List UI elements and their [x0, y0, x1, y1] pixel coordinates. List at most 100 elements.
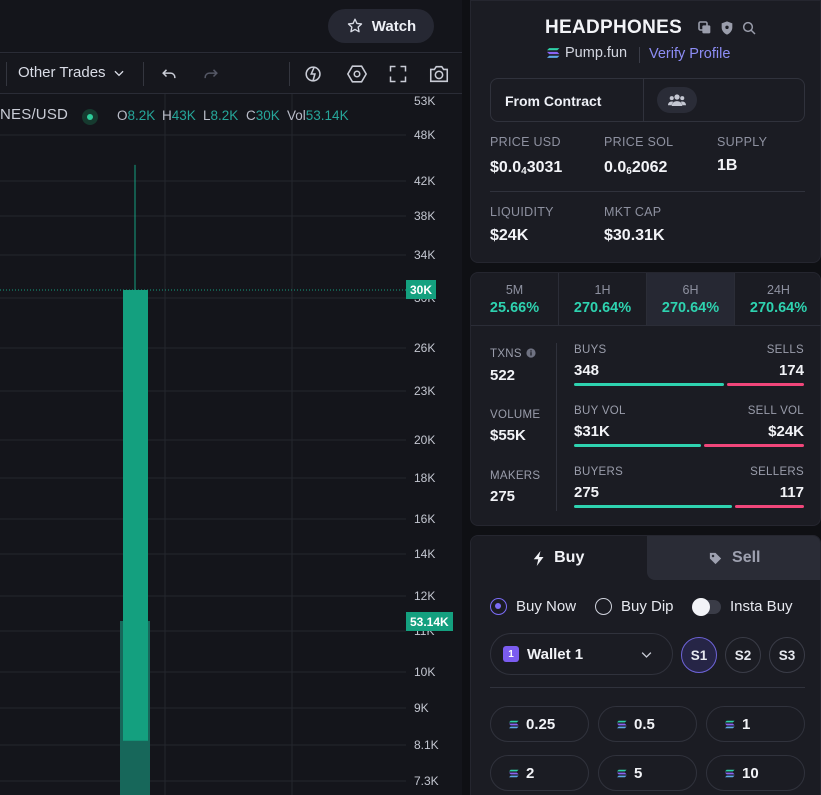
supply-value: 1B — [717, 157, 738, 174]
fullscreen-icon[interactable] — [386, 63, 410, 85]
star-icon — [347, 18, 362, 33]
buyers-bar — [574, 505, 732, 508]
buy-vol-value: $31K — [574, 423, 610, 440]
candle-body[interactable] — [123, 290, 148, 741]
amount-button[interactable]: 10 — [706, 755, 805, 791]
undo-icon[interactable] — [157, 63, 181, 85]
shield-icon[interactable] — [719, 20, 735, 36]
price-sol-value: 0.062062 — [604, 159, 668, 177]
last-price-tag: 30K — [406, 280, 437, 299]
camera-icon[interactable] — [427, 63, 451, 85]
price-tick-label: 10K — [414, 665, 436, 679]
sell-vol-label: SELL VOL — [747, 405, 804, 417]
ohlc-low: L8.2K — [203, 108, 239, 123]
chart-header: Watch — [0, 0, 462, 53]
contract-selector: From Contract — [490, 78, 805, 122]
info-icon[interactable] — [526, 348, 536, 358]
slot-s1-button[interactable]: S1 — [681, 637, 717, 673]
volume-label: VOLUME — [490, 409, 541, 421]
volume-value: $55K — [490, 427, 526, 444]
buy-now-radio[interactable]: Buy Now — [490, 598, 576, 615]
price-tick-label: 18K — [414, 471, 436, 485]
people-icon — [668, 94, 686, 106]
platform-link[interactable]: Pump.fun — [547, 45, 627, 61]
sell-vol-value: $24K — [768, 423, 804, 440]
trade-tabs: Buy Sell — [471, 536, 820, 580]
watch-button[interactable]: Watch — [328, 9, 434, 43]
tab-sell[interactable]: Sell — [646, 536, 820, 580]
solana-icon — [509, 720, 519, 728]
tab-1h[interactable]: 1H 270.64% — [559, 273, 647, 325]
toolbar-divider — [6, 62, 7, 86]
price-tick-label: 12K — [414, 589, 436, 603]
wallet-select[interactable]: 1 Wallet 1 — [490, 633, 673, 675]
token-panel: HEADPHONES Pump.fun Verify Profile From … — [462, 0, 821, 795]
chart-toolbar: Other Trades — [0, 54, 462, 94]
mktcap-label: MKT CAP — [604, 205, 662, 219]
amount-button[interactable]: 2 — [490, 755, 589, 791]
slot-s3-button[interactable]: S3 — [769, 637, 805, 673]
sell-vol-bar — [704, 444, 804, 447]
token-info-card: HEADPHONES Pump.fun Verify Profile From … — [470, 0, 821, 263]
amount-button[interactable]: 0.5 — [598, 706, 697, 742]
txns-value: 522 — [490, 367, 516, 384]
status-dot-icon — [82, 109, 98, 125]
price-tick-label: 53K — [414, 94, 436, 108]
price-sol-label: PRICE SOL — [604, 135, 674, 149]
settings-icon[interactable] — [345, 63, 369, 85]
sells-label: SELLS — [766, 344, 804, 356]
sellers-label: SELLERS — [750, 466, 804, 478]
buy-dip-radio[interactable]: Buy Dip — [595, 598, 674, 615]
chevron-down-icon — [641, 652, 652, 658]
toolbar-divider — [143, 62, 144, 86]
search-icon[interactable] — [741, 20, 757, 36]
from-contract-button[interactable]: From Contract — [505, 93, 602, 109]
pair-label: NES/USD — [0, 106, 69, 123]
ohlc-open: O8.2K — [117, 108, 156, 123]
mktcap-value: $30.31K — [604, 227, 665, 244]
chart-panel: Watch Other Trades NES/USD — [0, 0, 462, 795]
tab-5m[interactable]: 5M 25.66% — [471, 273, 559, 325]
solana-icon — [617, 769, 627, 777]
solana-icon — [725, 720, 735, 728]
verify-profile-link[interactable]: Verify Profile — [649, 46, 731, 62]
other-trades-label: Other Trades — [18, 64, 106, 81]
tab-6h[interactable]: 6H 270.64% — [647, 273, 735, 325]
amount-button[interactable]: 5 — [598, 755, 697, 791]
radio-selected-icon — [490, 598, 507, 615]
tab-buy[interactable]: Buy — [471, 536, 647, 580]
divider — [556, 343, 557, 511]
ohlc-volume: Vol53.14K — [287, 108, 349, 123]
sellers-value: 117 — [779, 484, 804, 501]
transactions-card: 5M 25.66% 1H 270.64% 6H 270.64% 24H 270.64% … — [470, 272, 821, 526]
buyers-label: BUYERS — [574, 466, 624, 478]
community-button[interactable] — [657, 87, 697, 113]
timeframe-tabs: 5M 25.66% 1H 270.64% 6H 270.64% 24H 270.64% — [471, 273, 821, 326]
amount-button[interactable]: 1 — [706, 706, 805, 742]
buy-vol-bar — [574, 444, 701, 447]
price-tick-label: 14K — [414, 547, 436, 561]
divider — [643, 79, 644, 121]
price-tick-label: 8.1K — [414, 738, 439, 752]
liquidity-label: LIQUIDITY — [490, 205, 554, 219]
candlestick-chart[interactable] — [0, 94, 462, 795]
tab-24h[interactable]: 24H 270.64% — [749, 282, 808, 316]
redo-icon[interactable] — [199, 63, 223, 85]
buys-value: 348 — [574, 362, 600, 379]
insta-buy-toggle[interactable]: Insta Buy — [692, 597, 793, 616]
slot-s2-button[interactable]: S2 — [725, 637, 761, 673]
supply-label: SUPPLY — [717, 135, 768, 149]
price-tick-label: 48K — [414, 128, 436, 142]
quick-indicator-icon[interactable] — [302, 63, 326, 85]
price-tick-label: 9K — [414, 701, 429, 715]
amount-button[interactable]: 0.25 — [490, 706, 589, 742]
lightning-icon — [533, 550, 544, 566]
divider — [639, 47, 640, 63]
price-tick-label: 42K — [414, 174, 436, 188]
copy-icon[interactable] — [697, 20, 713, 36]
price-usd-label: PRICE USD — [490, 135, 561, 149]
toggle-off-icon — [692, 597, 721, 616]
other-trades-dropdown[interactable]: Other Trades — [18, 64, 126, 81]
liquidity-value: $24K — [490, 227, 529, 244]
platform-label: Pump.fun — [565, 45, 628, 61]
